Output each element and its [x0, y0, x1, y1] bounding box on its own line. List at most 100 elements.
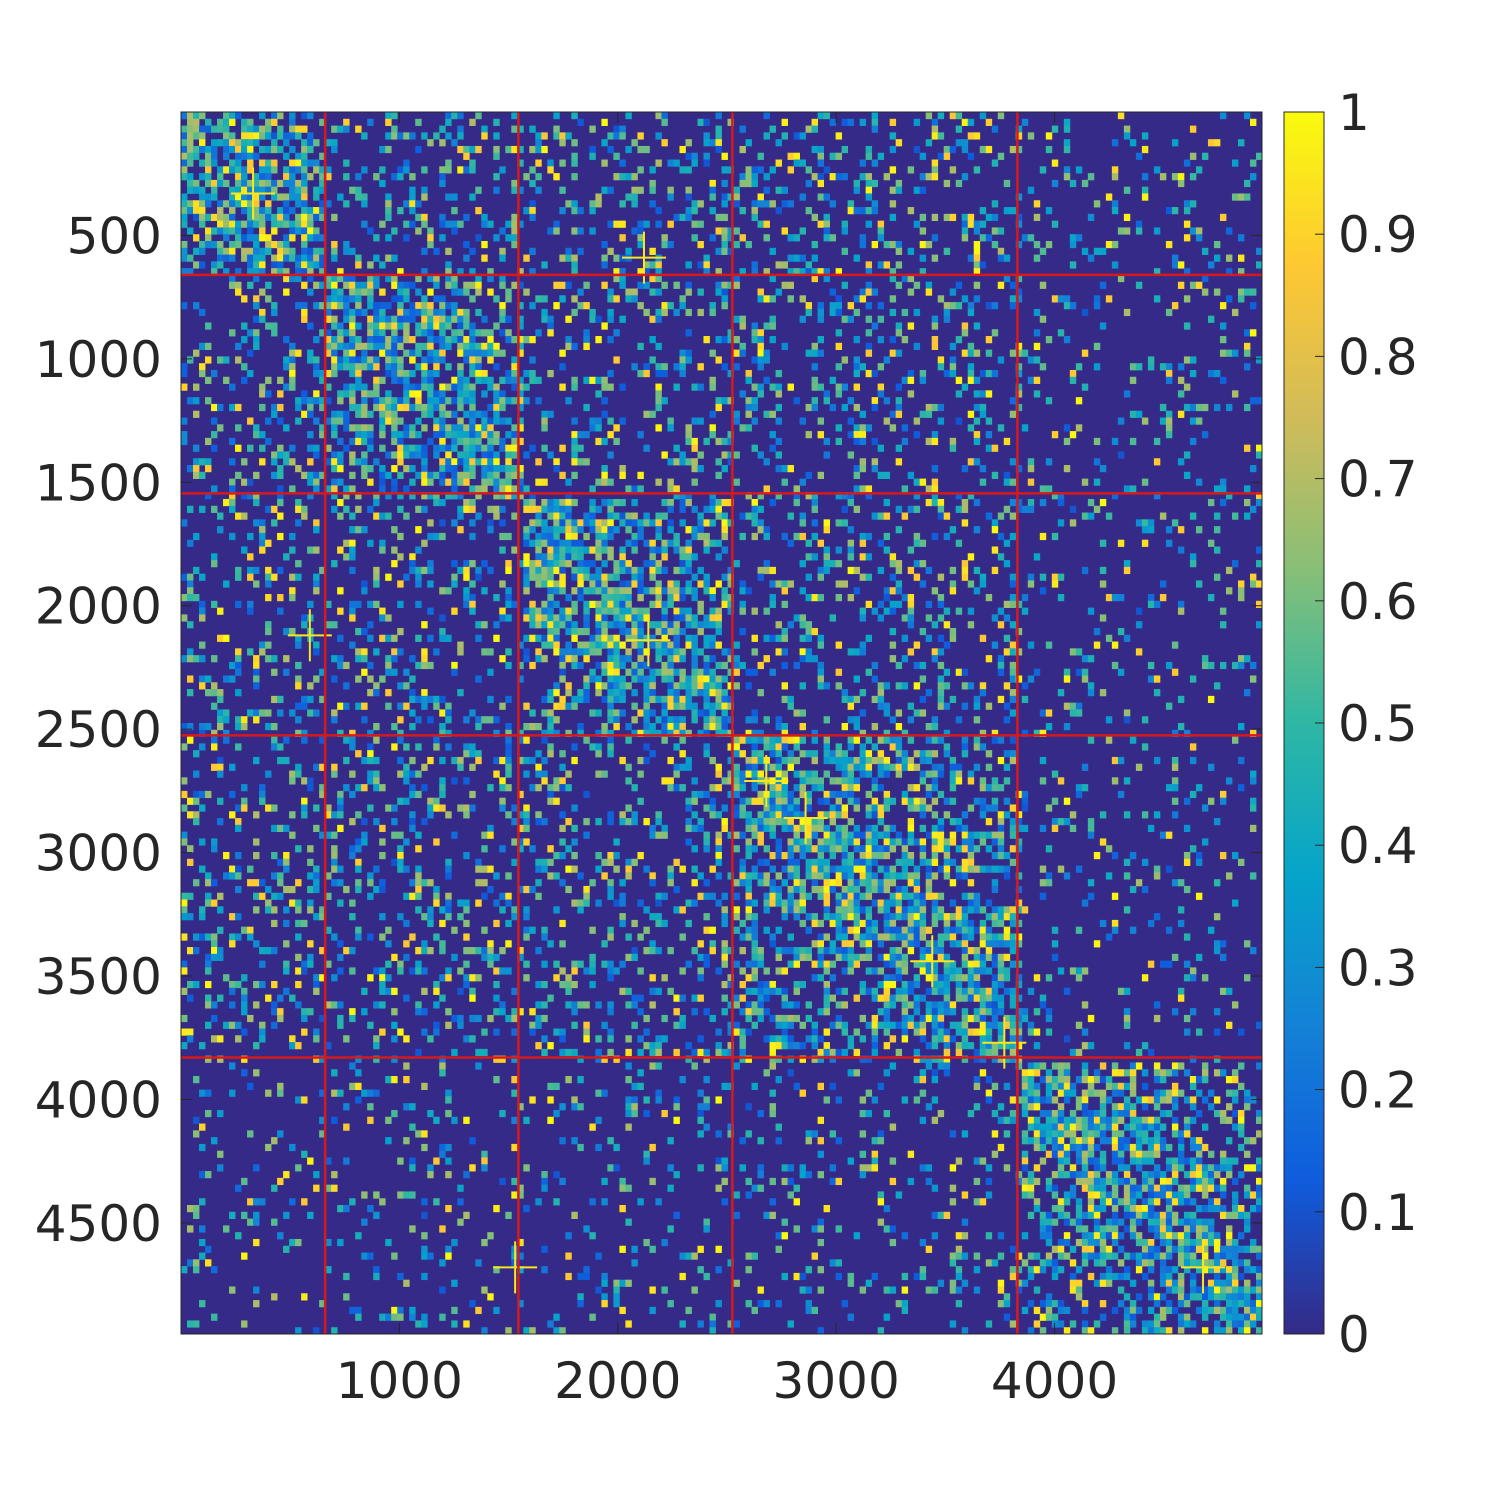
- heatmap-cell: [457, 336, 464, 344]
- heatmap-cell: [241, 132, 248, 140]
- heatmap-cell: [883, 607, 891, 615]
- heatmap-cell: [619, 125, 626, 133]
- heatmap-cell: [649, 709, 656, 717]
- heatmap-cell: [211, 369, 218, 378]
- heatmap-cell: [289, 234, 296, 242]
- heatmap-cell: [745, 403, 752, 412]
- heatmap-cell: [1087, 254, 1095, 262]
- heatmap-cell: [1039, 166, 1047, 174]
- heatmap-cell: [535, 553, 542, 561]
- heatmap-cell: [673, 532, 680, 541]
- heatmap-cell: [1207, 261, 1215, 269]
- heatmap-cell: [373, 492, 380, 500]
- heatmap-cell: [223, 580, 230, 588]
- heatmap-cell: [313, 444, 320, 452]
- heatmap-cell: [469, 349, 476, 357]
- heatmap-cell: [259, 532, 266, 541]
- heatmap-cell: [1237, 193, 1245, 201]
- heatmap-cell: [247, 254, 254, 262]
- heatmap-cell: [343, 390, 350, 398]
- heatmap-cell: [391, 465, 398, 473]
- heatmap-cell: [349, 458, 356, 466]
- heatmap-cell: [451, 478, 458, 486]
- heatmap-cell: [1093, 627, 1101, 636]
- heatmap-cell: [301, 145, 308, 154]
- heatmap-cell: [367, 315, 374, 323]
- heatmap-cell: [703, 689, 710, 697]
- heatmap-cell: [637, 648, 644, 656]
- heatmap-cell: [817, 471, 824, 479]
- heatmap-cell: [217, 723, 224, 731]
- heatmap-cell: [469, 498, 476, 507]
- heatmap-cell: [721, 729, 728, 737]
- heatmap-cell: [1039, 777, 1047, 785]
- heatmap-cell: [253, 336, 260, 344]
- heatmap-cell: [607, 709, 614, 717]
- heatmap-cell: [361, 702, 368, 710]
- heatmap-cell: [373, 356, 380, 364]
- heatmap-cell: [973, 166, 981, 174]
- heatmap-cell: [769, 498, 776, 507]
- heatmap-cell: [181, 369, 188, 378]
- heatmap-cell: [775, 390, 782, 398]
- heatmap-cell: [397, 342, 404, 351]
- heatmap-cell: [529, 268, 536, 276]
- heatmap-cell: [799, 560, 806, 568]
- heatmap-cell: [1135, 607, 1143, 615]
- heatmap-cell: [943, 729, 951, 737]
- heatmap-cell: [355, 403, 362, 412]
- heatmap-cell: [241, 784, 248, 792]
- heatmap-cell: [559, 207, 566, 215]
- heatmap-cell: [361, 465, 368, 473]
- heatmap-cell: [775, 159, 782, 167]
- heatmap-cell: [427, 390, 434, 398]
- heatmap-cell: [811, 403, 818, 412]
- heatmap-cell: [1015, 675, 1023, 683]
- heatmap-cell: [601, 723, 608, 731]
- heatmap-cell: [373, 770, 380, 778]
- heatmap-cell: [415, 363, 422, 371]
- heatmap-cell: [337, 546, 344, 554]
- heatmap-cell: [295, 261, 302, 269]
- heatmap-cell: [349, 553, 356, 561]
- heatmap-cell: [877, 566, 885, 575]
- heatmap-cell: [193, 207, 200, 215]
- heatmap-cell: [283, 356, 290, 364]
- heatmap-cell: [1255, 600, 1262, 608]
- heatmap-cell: [445, 424, 452, 432]
- heatmap-cell: [943, 512, 951, 520]
- heatmap-cell: [349, 512, 356, 520]
- heatmap-cell: [451, 458, 458, 466]
- heatmap-cell: [865, 634, 873, 642]
- heatmap-cell: [967, 254, 975, 262]
- heatmap-cell: [379, 179, 386, 188]
- heatmap-cell: [199, 614, 206, 622]
- heatmap-cell: [271, 308, 278, 317]
- heatmap-cell: [259, 234, 266, 242]
- heatmap-cell: [745, 376, 752, 384]
- heatmap-cell: [841, 770, 849, 778]
- heatmap-cell: [547, 594, 554, 602]
- heatmap-cell: [583, 695, 590, 704]
- heatmap-cell: [913, 478, 921, 486]
- heatmap-cell: [769, 200, 776, 208]
- heatmap-cell: [889, 295, 897, 303]
- heatmap-cell: [673, 668, 680, 676]
- heatmap-cell: [985, 784, 993, 792]
- heatmap-cell: [283, 655, 290, 663]
- heatmap-cell: [721, 200, 728, 208]
- heatmap-cell: [619, 594, 626, 602]
- heatmap-cell: [415, 213, 422, 222]
- heatmap-cell: [481, 254, 488, 262]
- heatmap-cell: [493, 478, 500, 486]
- heatmap-cell: [523, 553, 530, 561]
- heatmap-cell: [973, 227, 981, 235]
- heatmap-cell: [553, 519, 560, 527]
- heatmap-cell: [823, 546, 830, 554]
- heatmap-cell: [667, 417, 674, 425]
- heatmap-cell: [223, 200, 230, 208]
- heatmap-cell: [931, 750, 939, 758]
- heatmap-cell: [181, 655, 188, 663]
- heatmap-cell: [709, 308, 716, 317]
- heatmap-cell: [589, 512, 596, 520]
